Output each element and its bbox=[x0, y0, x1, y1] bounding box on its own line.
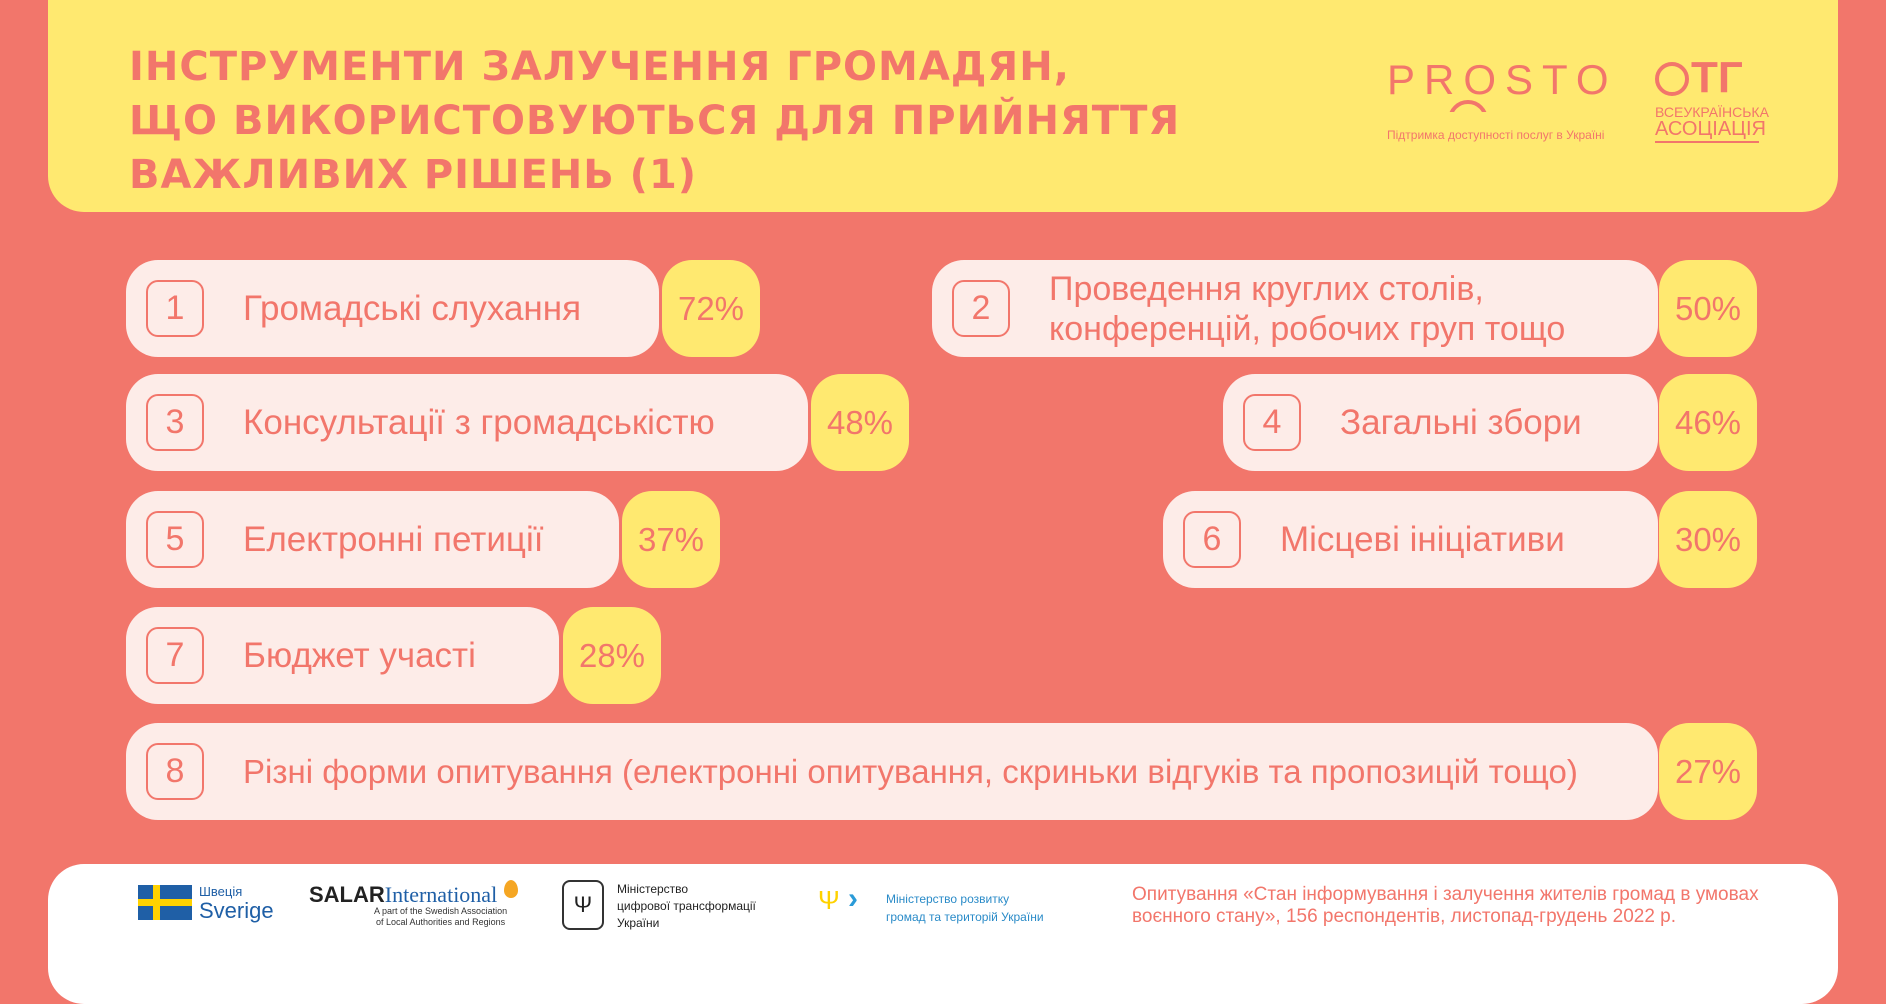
item-percent: 50% bbox=[1659, 260, 1757, 357]
item-label: Електронні петиції bbox=[243, 519, 544, 559]
title-line: ВАЖЛИВИХ РІШЕНЬ (1) bbox=[129, 152, 698, 198]
item-number: 3 bbox=[146, 394, 204, 451]
ministry-digital-label: Міністерство цифрової трансформації Укра… bbox=[617, 882, 756, 930]
item-number: 4 bbox=[1243, 394, 1301, 451]
salar-logo: SALARInternational bbox=[309, 882, 497, 908]
otg-ring-icon bbox=[1655, 62, 1689, 96]
salar-figure-icon bbox=[504, 880, 518, 898]
title-line: ЩО ВИКОРИСТОВУЮТЬСЯ ДЛЯ ПРИЙНЯТТЯ bbox=[129, 98, 1181, 144]
item-number: 5 bbox=[146, 511, 204, 568]
item-percent: 37% bbox=[622, 491, 720, 588]
trident-yellow-icon: Ψ bbox=[818, 885, 840, 915]
item-number: 6 bbox=[1183, 511, 1241, 568]
item-number: 2 bbox=[952, 280, 1010, 337]
item-pill: 7 Бюджет участі bbox=[126, 607, 559, 704]
page-title: ІНСТРУМЕНТИ ЗАЛУЧЕННЯ ГРОМАДЯН, ЩО ВИКОР… bbox=[129, 40, 1180, 202]
sverige-label: Sverige bbox=[199, 898, 274, 923]
item-number: 1 bbox=[146, 280, 204, 337]
item-percent: 72% bbox=[662, 260, 760, 357]
otg-association-logo: ТГ ВСЕУКРАЇНСЬКА АСОЦІАЦІЯ bbox=[1655, 54, 1769, 148]
item-pill: 8 Різні форми опитування (електронні опи… bbox=[126, 723, 1658, 820]
title-line: ІНСТРУМЕНТИ ЗАЛУЧЕННЯ ГРОМАДЯН, bbox=[129, 44, 1070, 90]
item-percent: 48% bbox=[811, 374, 909, 471]
item-percent: 27% bbox=[1659, 723, 1757, 820]
chevron-logo-icon: › bbox=[848, 882, 858, 915]
item-percent: 46% bbox=[1659, 374, 1757, 471]
item-pill: 6 Місцеві ініціативи bbox=[1163, 491, 1658, 588]
salar-text: SALAR bbox=[309, 882, 385, 907]
item-label: Бюджет участі bbox=[243, 635, 476, 675]
prosto-tagline: Підтримка доступності послуг в Україні bbox=[1387, 128, 1605, 142]
trident-icon: Ψ bbox=[562, 880, 604, 930]
item-label: Місцеві ініціативи bbox=[1280, 519, 1565, 559]
item-pill: 1 Громадські слухання bbox=[126, 260, 659, 357]
survey-source-note: Опитування «Стан інформування і залученн… bbox=[1132, 884, 1759, 927]
otg-letters: ТГ bbox=[1691, 53, 1743, 102]
item-percent: 28% bbox=[563, 607, 661, 704]
otg-line2: АСОЦІАЦІЯ bbox=[1655, 118, 1766, 143]
item-number: 7 bbox=[146, 627, 204, 684]
sweden-label: Швеція bbox=[199, 884, 243, 899]
item-percent: 30% bbox=[1659, 491, 1757, 588]
item-label: Громадські слухання bbox=[243, 288, 582, 328]
otg-line1: ВСЕУКРАЇНСЬКА bbox=[1655, 104, 1769, 120]
item-number: 8 bbox=[146, 743, 204, 800]
item-pill: 2 Проведення круглих столів, конференцій… bbox=[932, 260, 1658, 357]
item-label: Проведення круглих столів, конференцій, … bbox=[1049, 269, 1566, 348]
item-pill: 4 Загальні збори bbox=[1223, 374, 1658, 471]
item-pill: 3 Консультації з громадськістю bbox=[126, 374, 808, 471]
item-pill: 5 Електронні петиції bbox=[126, 491, 619, 588]
prosto-logo: PROSTO bbox=[1387, 56, 1618, 103]
item-label: Різні форми опитування (електронні опиту… bbox=[243, 752, 1578, 790]
salar-international-text: International bbox=[384, 882, 498, 907]
salar-subtitle: A part of the Swedish Association of Loc… bbox=[374, 906, 508, 927]
item-label: Консультації з громадськістю bbox=[243, 402, 715, 442]
item-label: Загальні збори bbox=[1340, 402, 1582, 442]
header-banner bbox=[48, 0, 1838, 212]
ministry-communities-label: Міністерство розвитку громад та територі… bbox=[886, 892, 1044, 924]
sweden-flag-icon bbox=[138, 885, 192, 920]
